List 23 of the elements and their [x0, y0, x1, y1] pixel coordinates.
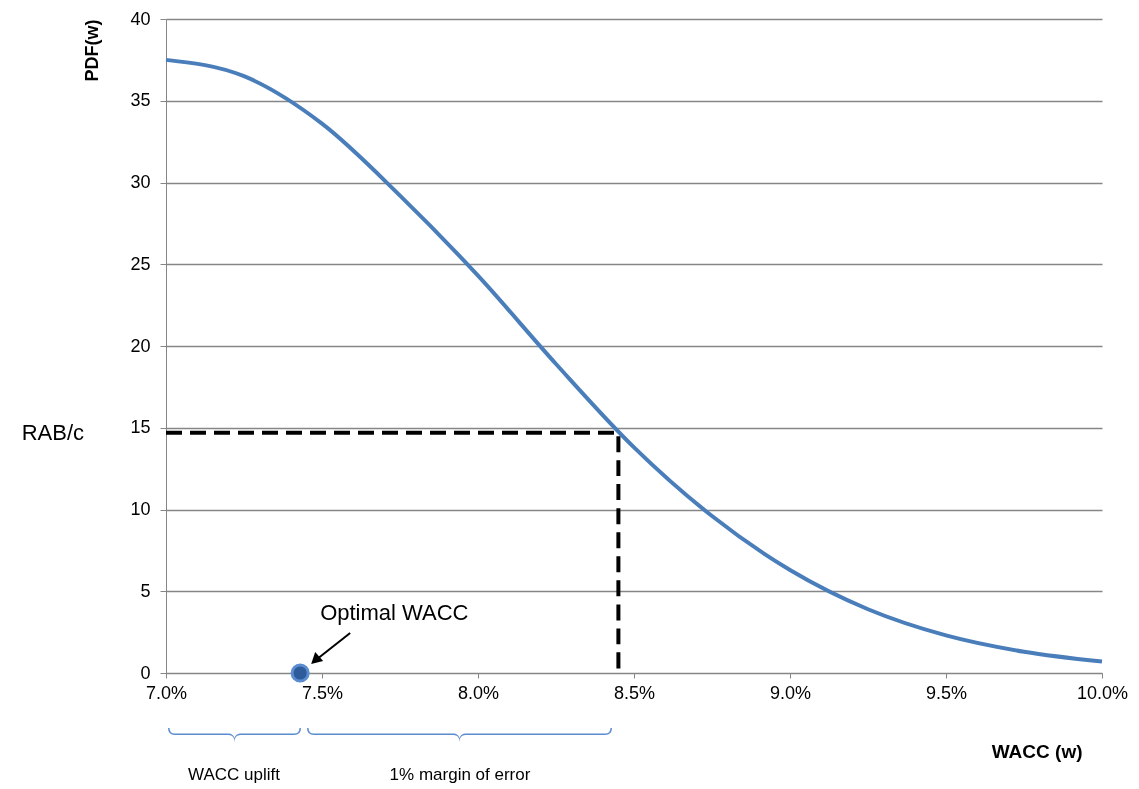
text: WACC uplift — [188, 765, 281, 784]
x-tick-label: 9.5% — [925, 682, 968, 703]
x-tick-label: 8.5% — [613, 682, 656, 703]
x-axis-title: WACC (w) — [991, 740, 1083, 762]
line-series — [164, 57, 1104, 664]
y-tick-label: 0 — [140, 662, 151, 683]
text: RAB/c — [21, 420, 84, 445]
y-tick-label: 15 — [130, 417, 151, 438]
y-tick-label: 5 — [140, 580, 151, 601]
y-tick-label: 20 — [130, 335, 151, 356]
x-tick-label: 10.0% — [1076, 682, 1129, 703]
text: 1% margin of error — [389, 765, 531, 784]
y-tick-label: 35 — [130, 90, 151, 111]
x-tick-label: 7.5% — [301, 682, 344, 703]
x-tick-label: 8.0% — [457, 682, 500, 703]
y-tick-label: 40 — [130, 8, 151, 29]
y-tick-label: 10 — [130, 499, 151, 519]
annotation: Optimal WACC — [320, 600, 469, 625]
y-tick-label: 25 — [130, 253, 151, 274]
x-tick-label: 7.0% — [145, 682, 188, 703]
y-tick-label: 30 — [130, 172, 151, 192]
y-axis-title: PDF(w) — [82, 19, 103, 82]
x-tick-label: 9.0% — [769, 682, 812, 703]
